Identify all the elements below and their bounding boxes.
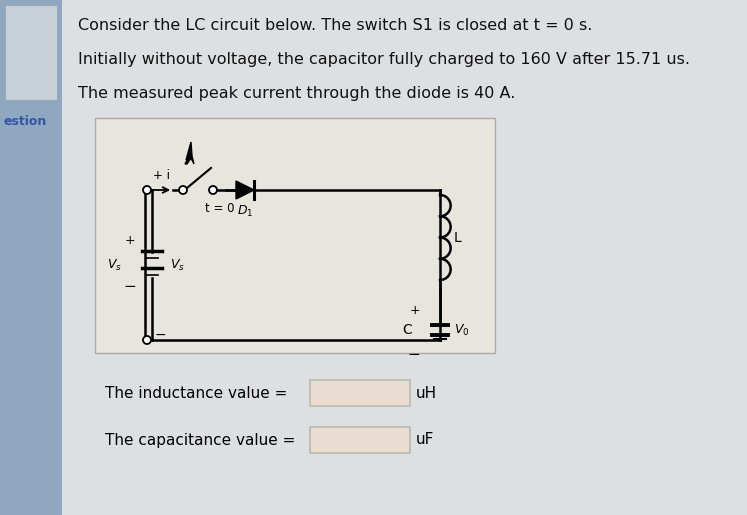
Text: The measured peak current through the diode is 40 A.: The measured peak current through the di… [78, 86, 515, 101]
Text: + i: + i [153, 169, 170, 182]
Text: The inductance value =: The inductance value = [105, 386, 288, 401]
Circle shape [143, 186, 151, 194]
Polygon shape [236, 181, 254, 199]
Text: Consider the LC circuit below. The switch S1 is closed at t = 0 s.: Consider the LC circuit below. The switc… [78, 18, 592, 33]
Text: uH: uH [416, 386, 437, 401]
Text: L: L [454, 231, 462, 245]
Text: $V_s$: $V_s$ [170, 258, 185, 272]
Text: t = 0: t = 0 [205, 202, 235, 215]
Text: $V_s$: $V_s$ [107, 258, 122, 272]
Text: The capacitance value =: The capacitance value = [105, 433, 295, 448]
Bar [5, 5, 57, 100]
Text: Initially without voltage, the capacitor fully charged to 160 V after 15.71 us.: Initially without voltage, the capacitor… [78, 52, 690, 67]
Text: +: + [125, 234, 135, 247]
Bar [310, 380, 410, 406]
Text: −: − [407, 347, 420, 362]
Text: C: C [402, 323, 412, 337]
Bar [0, 0, 62, 515]
Text: −: − [155, 328, 167, 342]
Bar [95, 118, 495, 353]
Circle shape [209, 186, 217, 194]
Polygon shape [185, 142, 194, 164]
Text: $D_1$: $D_1$ [237, 204, 253, 219]
Circle shape [143, 336, 151, 344]
Text: $V_0$: $V_0$ [454, 322, 470, 337]
Circle shape [179, 186, 187, 194]
Text: +: + [409, 304, 420, 317]
Bar [310, 427, 410, 453]
Text: estion: estion [3, 115, 46, 128]
Text: −: − [123, 279, 137, 294]
Text: uF: uF [416, 433, 434, 448]
